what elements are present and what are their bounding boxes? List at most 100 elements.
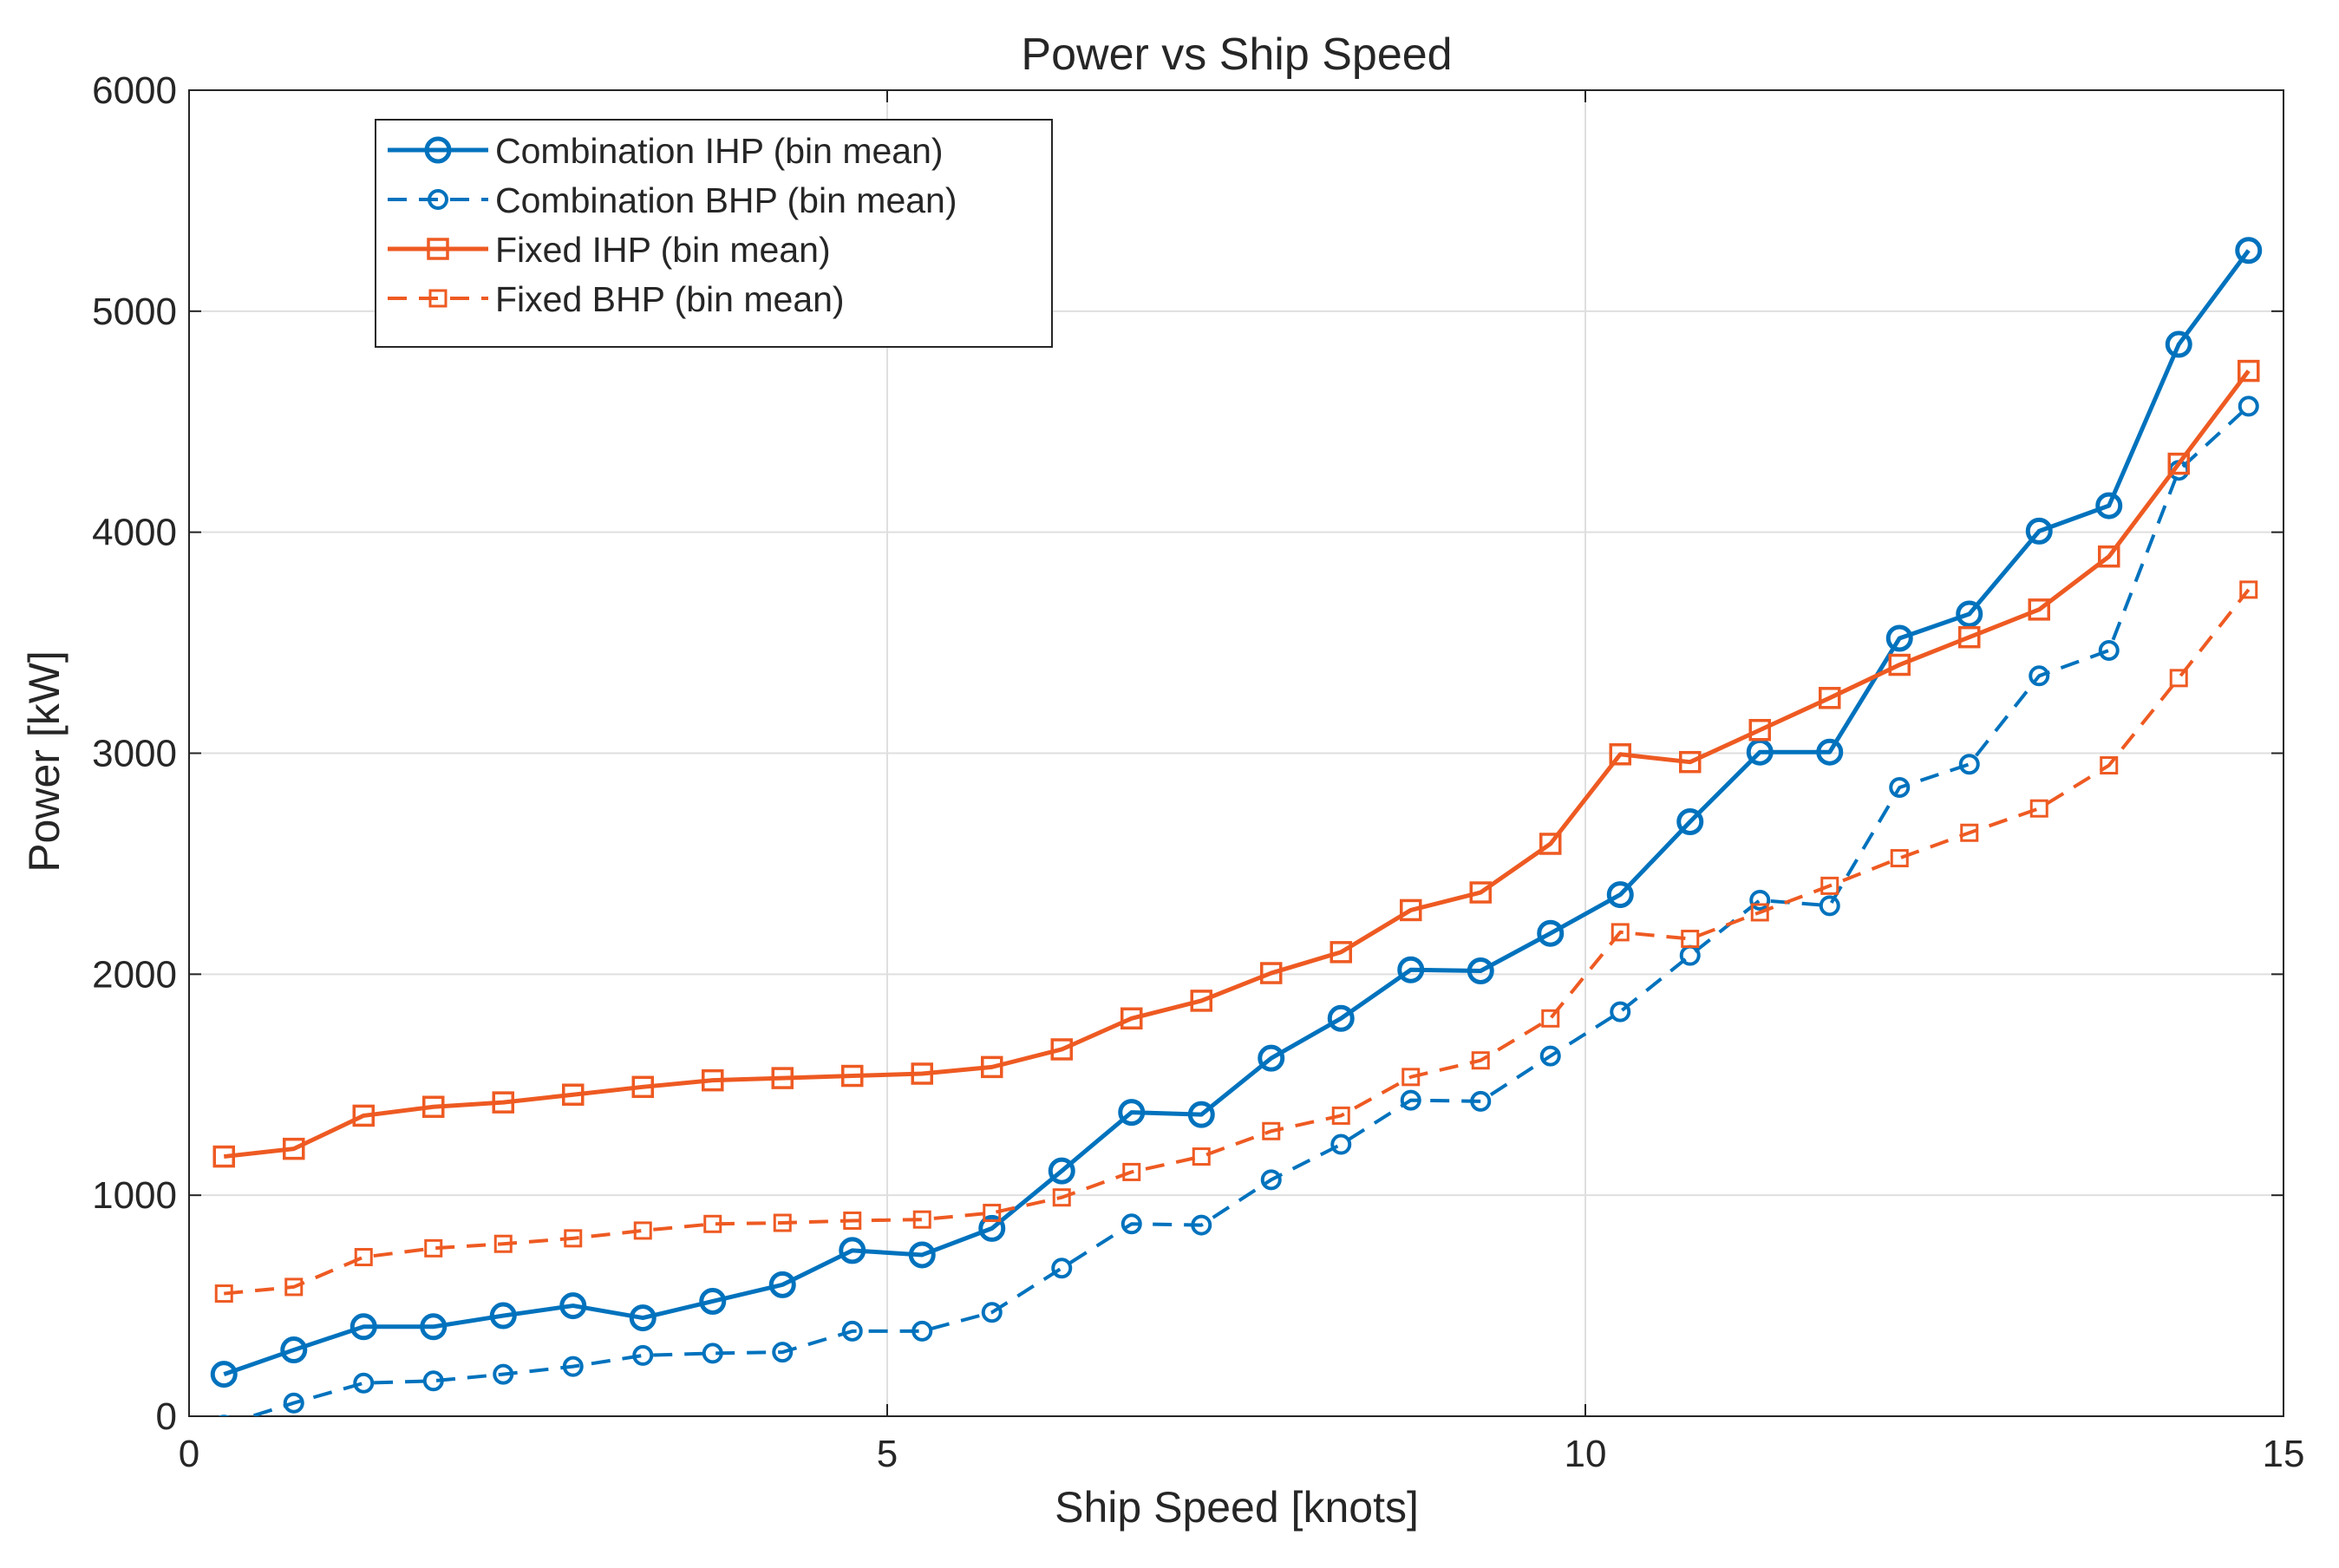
data-point — [1889, 776, 1911, 798]
data-point — [422, 1095, 445, 1118]
data-point — [1330, 1134, 1352, 1155]
data-point — [1958, 625, 1981, 649]
data-point — [908, 1241, 936, 1269]
data-point — [214, 1284, 233, 1303]
data-point — [699, 1287, 727, 1315]
data-point — [284, 1277, 304, 1297]
data-point — [1750, 903, 1769, 922]
data-point — [489, 1302, 517, 1330]
legend-marker — [428, 289, 448, 308]
data-point — [1327, 1004, 1355, 1032]
y-axis-label: Power [kW] — [20, 650, 69, 872]
data-point — [564, 1229, 583, 1248]
data-point — [2165, 330, 2192, 358]
data-point — [1885, 624, 1913, 652]
data-point — [1537, 919, 1565, 947]
data-point — [1606, 881, 1634, 909]
data-point — [702, 1343, 723, 1364]
data-point — [210, 1361, 238, 1388]
x-tick-label: 5 — [877, 1433, 898, 1475]
data-point — [354, 1248, 373, 1267]
data-point — [843, 1211, 862, 1230]
legend-marker — [427, 238, 449, 260]
data-point — [1610, 1001, 1631, 1022]
data-point — [2239, 580, 2258, 599]
data-point — [424, 1238, 443, 1258]
data-point — [2098, 545, 2120, 568]
legend-entry: Fixed BHP (bin mean) — [495, 279, 845, 319]
legend: Combination IHP (bin mean) Combination BH… — [375, 119, 1053, 348]
data-point — [981, 1302, 1003, 1323]
data-point — [1749, 889, 1771, 911]
x-tick-label: 10 — [1565, 1433, 1607, 1475]
data-point — [2095, 492, 2123, 519]
data-point — [562, 1356, 584, 1377]
legend-marker — [428, 189, 448, 210]
y-tick-label: 4000 — [92, 512, 177, 554]
data-point — [1048, 1157, 1075, 1185]
data-point — [1748, 718, 1771, 742]
data-point — [1260, 962, 1283, 984]
data-point — [1541, 1009, 1560, 1028]
data-point — [1816, 738, 1844, 766]
data-point — [1960, 823, 1979, 842]
axes: 0 5 10 15 0 1000 2000 3000 4000 5000 6000 — [92, 69, 2304, 1475]
data-point — [1539, 1045, 1561, 1067]
data-point — [1122, 1162, 1141, 1181]
data-point — [2025, 517, 2053, 545]
data-point — [493, 1234, 513, 1253]
data-point — [773, 1213, 792, 1232]
data-point — [353, 1372, 375, 1394]
data-point — [2028, 598, 2050, 621]
data-point — [283, 1137, 305, 1160]
data-point — [422, 1370, 444, 1392]
data-point — [1471, 1051, 1490, 1070]
data-point — [1187, 1101, 1215, 1128]
data-point — [1120, 1213, 1142, 1235]
data-point — [1400, 898, 1422, 922]
data-point — [841, 1320, 863, 1342]
y-tick-label: 3000 — [92, 733, 177, 775]
data-point — [632, 1344, 654, 1366]
data-point — [633, 1221, 652, 1240]
data-point — [2238, 395, 2259, 417]
series-group — [210, 237, 2263, 1416]
data-point — [2167, 452, 2190, 475]
series-line — [223, 369, 2251, 1160]
data-point — [1956, 600, 1983, 628]
data-point — [1467, 957, 1494, 985]
data-point — [1890, 849, 1909, 868]
data-point — [772, 1342, 794, 1363]
data-point — [1681, 930, 1700, 949]
data-point — [1118, 1099, 1146, 1127]
data-point — [1819, 687, 1841, 709]
data-point — [629, 1304, 657, 1332]
series-1 — [218, 395, 2259, 1416]
data-point — [911, 1062, 933, 1085]
x-axis-label: Ship Speed [knots] — [1055, 1483, 1419, 1532]
data-point — [1611, 923, 1630, 942]
data-point — [1258, 1044, 1285, 1072]
data-point — [2238, 359, 2260, 382]
legend-entry: Combination BHP (bin mean) — [495, 180, 957, 220]
data-point — [1470, 1090, 1492, 1112]
data-point — [1051, 1258, 1073, 1279]
data-point — [1331, 1106, 1350, 1125]
data-point — [1401, 1068, 1421, 1087]
data-point — [283, 1392, 304, 1414]
series-line — [245, 404, 2251, 1416]
data-point — [1260, 1169, 1282, 1191]
data-point — [1679, 750, 1702, 774]
data-point — [841, 1064, 864, 1088]
data-point — [280, 1336, 308, 1364]
data-point — [2100, 756, 2119, 775]
data-point — [1120, 1007, 1143, 1030]
data-point — [631, 1075, 654, 1099]
data-point — [981, 1055, 1003, 1079]
data-point — [1397, 956, 1425, 983]
data-point — [1191, 1214, 1212, 1236]
data-point — [703, 1214, 722, 1233]
data-point — [2029, 799, 2048, 818]
data-point — [1330, 941, 1352, 964]
